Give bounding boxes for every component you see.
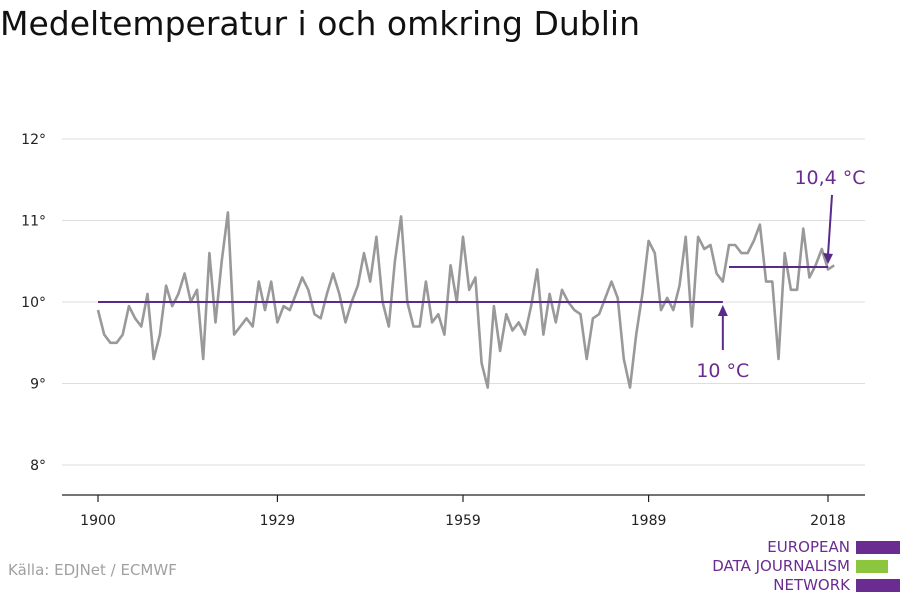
x-tick-label: 1929 (260, 513, 296, 529)
y-tick-label: 9° (30, 377, 46, 393)
x-tick-label: 2018 (810, 513, 846, 529)
series (96, 211, 835, 389)
y-tick-label: 8° (30, 458, 46, 474)
y-axis-ticks: 8° 9° 10° 11° 12° (21, 132, 46, 474)
reference-lines (98, 265, 828, 303)
annotation-label-104: 10,4 °C (794, 167, 865, 189)
logo-bar-top (856, 541, 900, 554)
y-tick-label: 12° (21, 132, 46, 148)
x-axis: 1900 1929 1959 1989 2018 (62, 494, 865, 529)
edjnet-logo: EUROPEAN DATA JOURNALISM NETWORK (700, 536, 900, 598)
annotation-arrowhead-10 (717, 305, 728, 316)
chart-title: Medeltemperatur i och omkring Dublin (0, 4, 640, 43)
x-tick-label: 1900 (80, 513, 116, 529)
y-tick-label: 10° (21, 295, 46, 311)
logo-line-european: EUROPEAN (767, 538, 850, 556)
series-line (96, 211, 835, 389)
x-tick-label: 1989 (631, 513, 667, 529)
x-tick-label: 1959 (445, 513, 481, 529)
annotation-label-10: 10 °C (696, 360, 749, 382)
logo-line-network: NETWORK (773, 576, 850, 594)
annotation-arrow-104 (827, 194, 833, 256)
logo-bar-middle (856, 560, 900, 573)
y-tick-label: 11° (21, 214, 46, 230)
logo-bar-bottom (856, 579, 900, 592)
source-credit: Källa: EDJNet / ECMWF (8, 561, 177, 579)
annotations: 10 °C 10,4 °C (696, 167, 865, 382)
logo-line-data-journalism: DATA JOURNALISM (712, 557, 850, 575)
annotation-arrowhead-104 (823, 252, 833, 264)
